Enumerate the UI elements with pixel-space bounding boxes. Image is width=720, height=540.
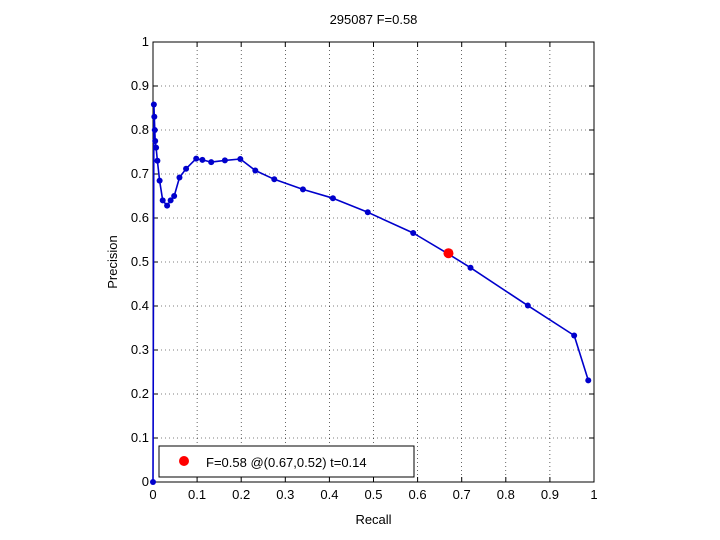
pr-curve-point <box>467 264 474 271</box>
pr-curve-point <box>150 479 156 485</box>
pr-curve-point <box>199 156 206 163</box>
x-tick-label: 0.4 <box>320 487 338 502</box>
pr-curve-point <box>252 167 259 174</box>
y-tick-label: 0.6 <box>131 210 149 225</box>
y-tick-label: 0.5 <box>131 254 149 269</box>
pr-curve-point <box>571 332 578 339</box>
x-tick-label: 0.1 <box>188 487 206 502</box>
x-tick-label: 0.7 <box>453 487 471 502</box>
pr-curve-point <box>364 209 371 216</box>
legend: F=0.58 @(0.67,0.52) t=0.14 <box>158 445 415 478</box>
pr-curve-point <box>150 101 157 108</box>
legend-box <box>158 445 415 478</box>
x-tick-label: 0.3 <box>276 487 294 502</box>
pr-curve-point <box>151 113 158 120</box>
pr-curve-point <box>151 127 158 133</box>
y-tick-label: 0.7 <box>131 166 149 181</box>
x-tick-label: 0.5 <box>364 487 382 502</box>
pr-curve-point <box>299 186 306 193</box>
y-tick-label: 0.4 <box>131 298 149 313</box>
x-tick-label: 0.6 <box>409 487 427 502</box>
pr-curve-point <box>585 377 592 384</box>
pr-curve-point <box>271 176 278 183</box>
pr-curve-point <box>154 157 161 164</box>
legend-label: F=0.58 @(0.67,0.52) t=0.14 <box>206 455 367 470</box>
legend-marker <box>179 456 189 466</box>
pr-curve-point <box>153 144 160 151</box>
y-tick-label: 0.3 <box>131 342 149 357</box>
y-tick-label: 1 <box>142 34 149 49</box>
y-tick-label: 0.1 <box>131 430 149 445</box>
best-f-point <box>443 248 454 259</box>
pr-curve-point <box>183 165 190 172</box>
pr-curve-point <box>410 229 417 236</box>
x-axis-label: Recall <box>355 512 391 527</box>
pr-curve-point <box>156 177 163 184</box>
pr-curve-point <box>221 157 228 164</box>
y-tick-label: 0 <box>142 474 149 489</box>
y-axis-label: Precision <box>105 235 120 288</box>
pr-curve-point <box>193 155 200 162</box>
pr-curve-point <box>524 302 531 309</box>
pr-curve-point <box>237 156 244 163</box>
pr-curve-point <box>167 197 174 204</box>
y-tick-label: 0.9 <box>131 78 149 93</box>
chart-title: 295087 F=0.58 <box>330 12 418 27</box>
pr-curve-point <box>171 193 178 199</box>
pr-curve-point <box>176 174 183 181</box>
axis-ticks: 0 0.1 0.2 0.3 0.4 0.5 0.6 0.7 0.8 0.9 1 0 0.1 0.2 0.3 0… <box>131 34 598 502</box>
x-tick-label: 0.8 <box>497 487 515 502</box>
x-tick-label: 0.2 <box>232 487 250 502</box>
y-tick-label: 0.8 <box>131 122 149 137</box>
x-tick-label: 1 <box>590 487 597 502</box>
y-tick-label: 0.2 <box>131 386 149 401</box>
pr-curve-point <box>208 159 215 166</box>
pr-curve-point <box>159 197 166 204</box>
x-tick-label: 0 <box>149 487 156 502</box>
pr-curve-point <box>152 138 159 144</box>
pr-curve-point <box>164 202 171 209</box>
data-series <box>150 101 592 485</box>
pr-curve-point <box>329 195 336 202</box>
x-tick-label: 0.9 <box>541 487 559 502</box>
